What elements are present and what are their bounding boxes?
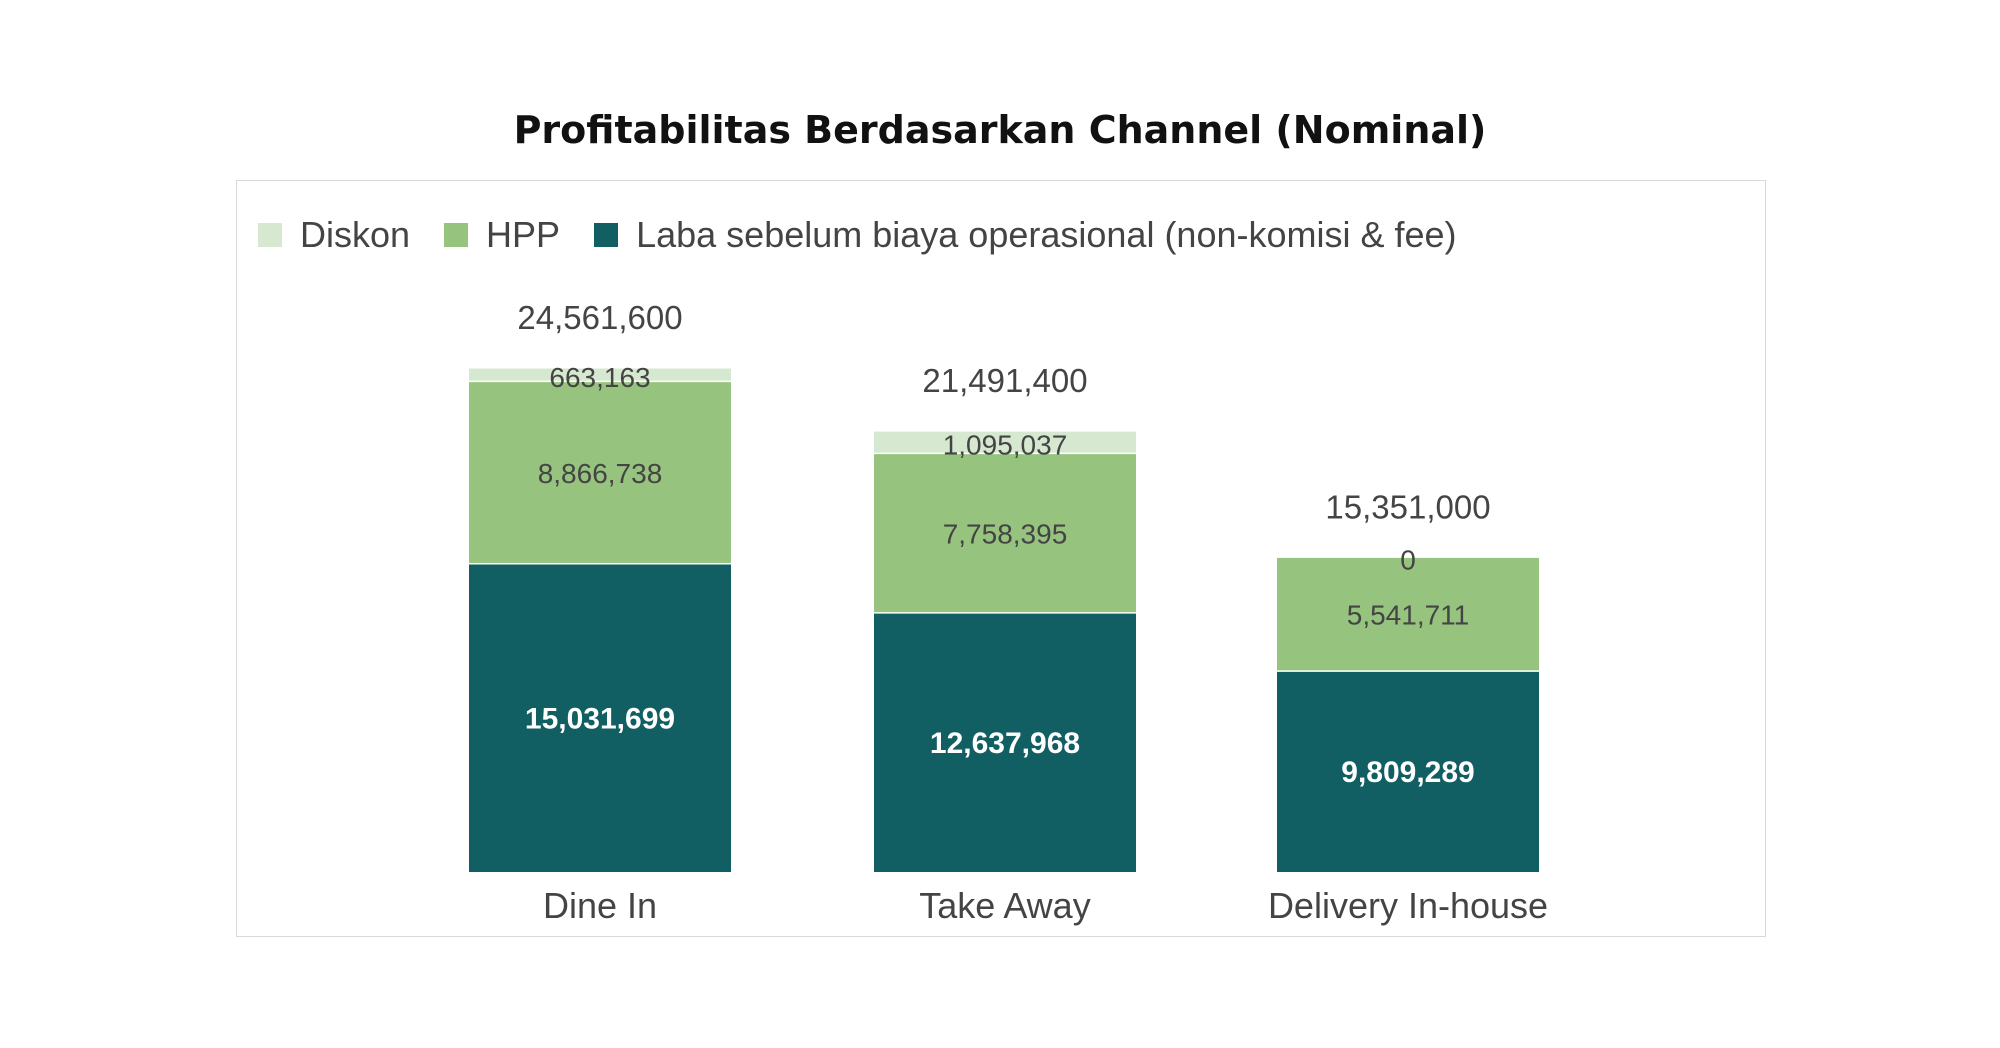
chart-frame [236,180,1766,937]
legend-label: Laba sebelum biaya operasional (non-komi… [636,214,1457,255]
data-label: 0 [1400,544,1416,575]
data-label: 7,758,395 [943,518,1068,549]
legend-item-diskon: Diskon [258,214,410,256]
bar-segment-diskon [874,430,1136,453]
bar-segment-diskon [469,367,731,381]
legend-item-hpp: HPP [444,214,560,256]
bar-segment-laba-sebelum-biaya-operasional-non-komisi-fee [1277,670,1539,872]
total-label: 24,561,600 [517,299,682,336]
data-label: 5,541,711 [1347,599,1470,630]
x-tick-label: Dine In [543,885,657,926]
legend-swatch [258,223,282,247]
bar-segment-hpp [874,452,1136,613]
bar-segment-laba-sebelum-biaya-operasional-non-komisi-fee [469,562,731,872]
data-label: 8,866,738 [538,458,663,489]
data-label: 12,637,968 [930,727,1080,760]
bar-group-delivery-in-house: 9,809,289 5,541,711 0 15,351,000 Delivery In… [1268,488,1548,926]
x-tick-label: Delivery In-house [1268,885,1548,926]
bar-group-dine-in: 15,031,699 8,866,738 663,163 24,561,600 Dine… [469,299,731,926]
legend-swatch [594,223,619,247]
bar-segment-laba-sebelum-biaya-operasional-non-komisi-fee [874,612,1136,872]
data-label: 15,031,699 [525,702,675,735]
data-label: 9,809,289 [1341,756,1474,789]
legend-swatch [444,223,469,247]
bar-segment-hpp [1277,556,1539,671]
legend-item-laba-sebelum-biaya-operasional-non-komisi-fee: Laba sebelum biaya operasional (non-komi… [594,214,1457,256]
legend: Diskon HPP Laba sebelum biaya operasional … [258,214,1491,256]
total-label: 21,491,400 [922,362,1087,399]
bar-group-take-away: 12,637,968 7,758,395 1,095,037 21,491,400 Ta… [874,362,1136,926]
bar-segment-hpp [469,380,731,563]
legend-label: HPP [486,214,561,255]
legend-label: Diskon [300,214,411,255]
data-label: 663,163 [549,362,650,393]
chart-title: Profitabilitas Berdasarkan Channel (Nomi… [513,108,1487,152]
x-tick-label: Take Away [919,885,1090,926]
data-label: 1,095,037 [943,429,1068,460]
total-label: 15,351,000 [1325,488,1490,525]
